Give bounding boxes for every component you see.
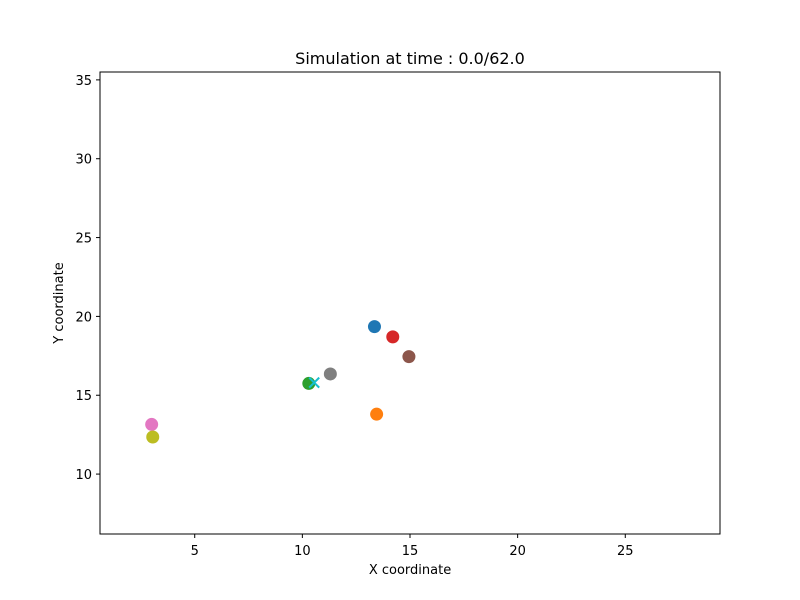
data-point [402, 350, 416, 364]
x-tick-label: 20 [509, 544, 526, 559]
data-point [146, 430, 160, 444]
x-tick-label: 10 [294, 544, 311, 559]
data-point [323, 367, 337, 381]
y-tick-label: 20 [75, 310, 92, 325]
data-point-x-marker [308, 376, 320, 389]
x-axis-label: X coordinate [369, 563, 451, 578]
data-points [145, 320, 416, 444]
y-tick-label: 30 [75, 153, 92, 168]
x-tick-label: 25 [617, 544, 634, 559]
x-tick-label: 5 [191, 544, 199, 559]
y-tick-label: 10 [75, 468, 92, 483]
x-tick-label: 15 [402, 544, 419, 559]
data-point [145, 417, 159, 431]
data-point [370, 407, 384, 421]
x-axis: 5 10 15 20 25 [191, 534, 634, 559]
y-tick-label: 15 [75, 389, 92, 404]
plot-area [99, 71, 721, 535]
y-axis-label: Y coordinate [52, 262, 67, 344]
y-axis: 10 15 20 25 30 35 [75, 74, 100, 483]
data-point [386, 330, 400, 344]
chart-title: Simulation at time : 0.0/62.0 [295, 49, 525, 68]
data-point [367, 320, 381, 334]
y-tick-label: 35 [75, 74, 92, 89]
y-tick-label: 25 [75, 232, 92, 247]
